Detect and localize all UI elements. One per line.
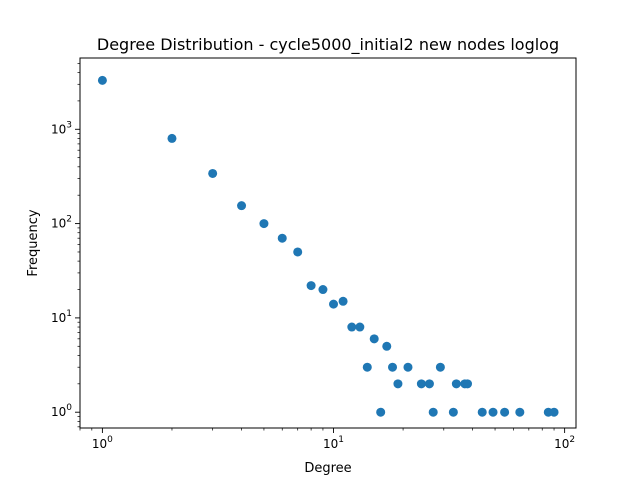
x-axis-label: Degree: [304, 461, 351, 476]
data-point: [549, 407, 559, 417]
data-point: [306, 281, 316, 291]
data-point: [259, 219, 269, 229]
data-point: [393, 379, 403, 389]
x-tick-label: 102: [554, 435, 575, 451]
data-point: [451, 379, 461, 389]
data-point: [167, 133, 177, 143]
data-point: [416, 379, 426, 389]
data-point: [237, 201, 247, 211]
data-point: [463, 379, 473, 389]
data-point: [448, 407, 458, 417]
data-point: [435, 362, 445, 372]
data-point: [293, 247, 303, 257]
data-point: [277, 233, 287, 243]
data-point: [208, 168, 218, 178]
data-point: [376, 407, 386, 417]
x-tick-label: 101: [323, 435, 344, 451]
y-tick-label: 101: [51, 309, 72, 325]
data-point: [329, 299, 339, 309]
y-axis-label: Frequency: [26, 209, 41, 276]
data-point: [347, 322, 357, 332]
data-point: [338, 296, 348, 306]
data-point: [515, 407, 525, 417]
y-tick-label: 103: [51, 120, 72, 136]
data-point: [424, 379, 434, 389]
data-point: [500, 407, 510, 417]
data-point: [369, 334, 379, 344]
plot-frame: [79, 57, 577, 429]
data-point: [388, 362, 398, 372]
data-point: [318, 285, 328, 295]
data-point: [355, 322, 365, 332]
ticks-layer: 100 101 102 100 101 102 103: [51, 63, 575, 451]
y-tick-label: 100: [51, 403, 72, 419]
data-point: [403, 362, 413, 372]
data-point: [362, 362, 372, 372]
points-layer: [97, 75, 559, 417]
data-point: [477, 407, 487, 417]
data-point: [488, 407, 498, 417]
x-tick-label: 100: [92, 435, 113, 451]
data-point: [382, 341, 392, 351]
y-tick-label: 102: [51, 215, 72, 231]
data-point: [97, 75, 107, 85]
data-point: [428, 407, 438, 417]
chart-title: Degree Distribution - cycle5000_initial2…: [97, 35, 559, 55]
